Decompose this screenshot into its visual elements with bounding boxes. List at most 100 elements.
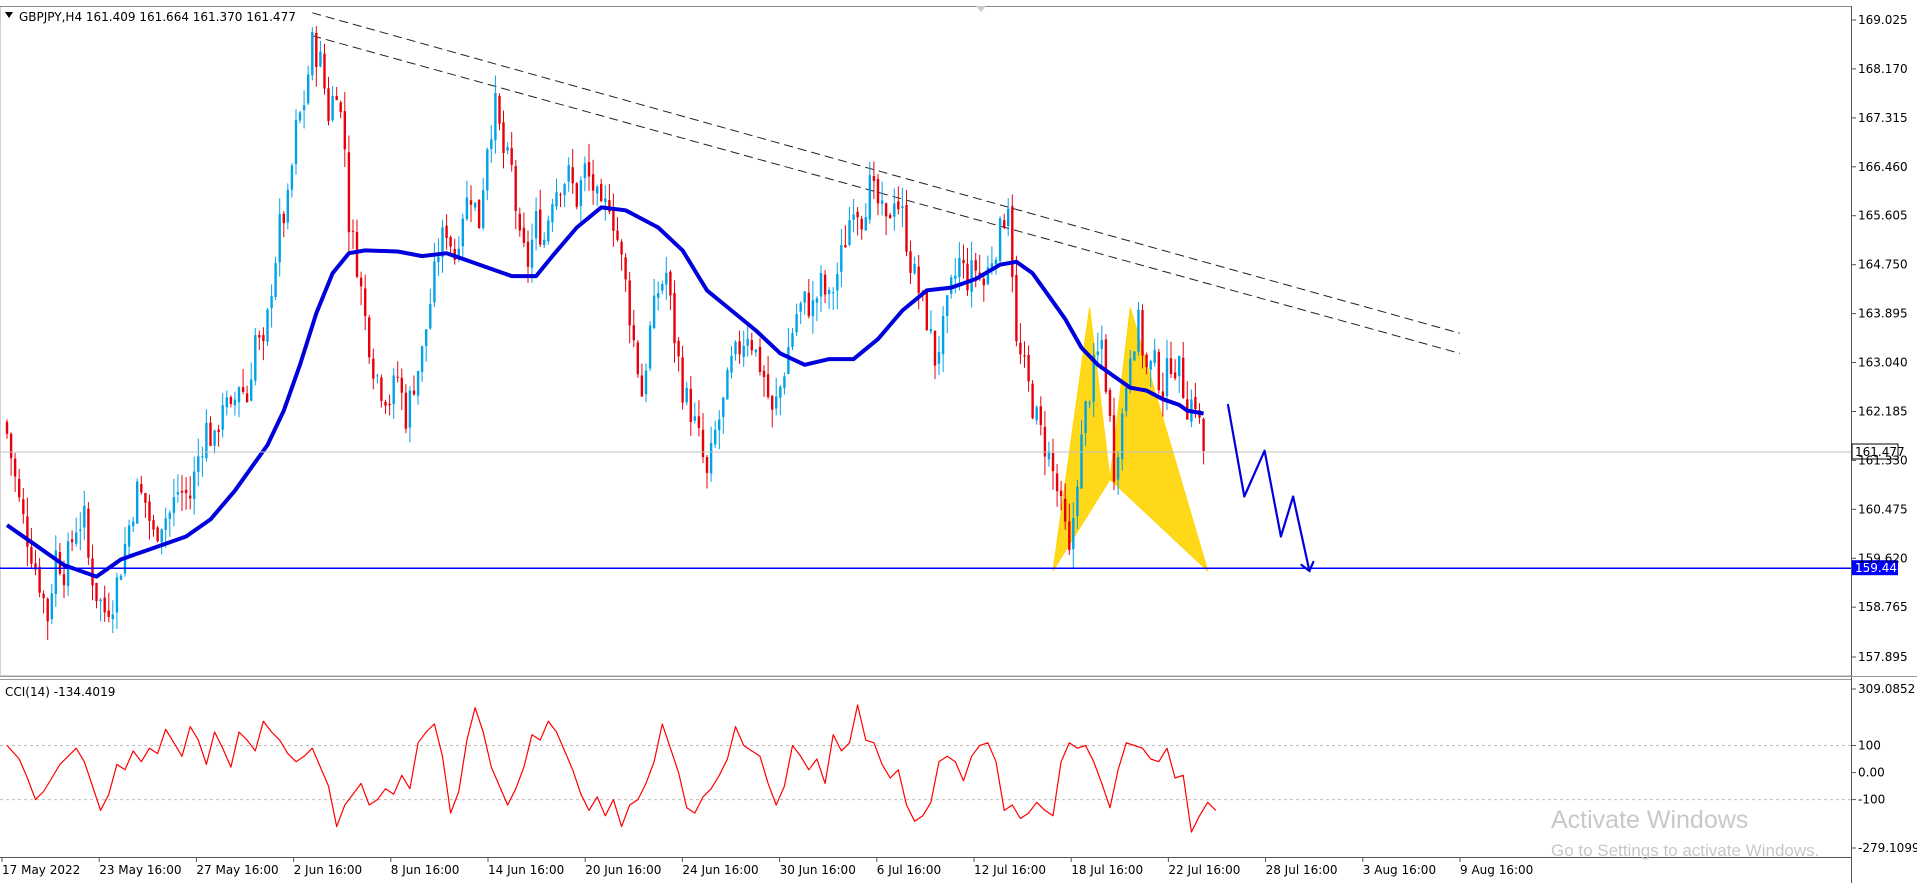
candle-body <box>1157 351 1160 391</box>
trendline-layer[interactable] <box>312 12 1461 354</box>
candle-body <box>95 582 98 602</box>
candle-body <box>396 376 399 378</box>
candle-body <box>54 550 57 594</box>
candle-body <box>868 175 871 220</box>
candle-body <box>136 481 139 524</box>
trendline-lower[interactable] <box>312 35 1461 354</box>
candle-body <box>473 202 477 208</box>
time-label: 3 Aug 16:00 <box>1363 863 1436 877</box>
candle-body <box>799 303 802 312</box>
candle-body <box>1202 418 1205 451</box>
candle-body <box>652 295 656 328</box>
projection-path[interactable] <box>1226 403 1311 572</box>
candle-body <box>1080 434 1083 489</box>
candle-body <box>1068 521 1071 550</box>
candle-body <box>1125 387 1128 411</box>
candle-body <box>559 194 562 196</box>
arrow-head-icon[interactable] <box>1300 560 1315 573</box>
candle-body <box>152 520 155 530</box>
time-label: 20 Jun 16:00 <box>585 863 661 877</box>
candle-body <box>34 563 37 570</box>
cci-scale-label: 100 <box>1858 739 1881 753</box>
candle-body <box>648 325 652 369</box>
candle-body <box>258 335 261 338</box>
candle-body <box>111 614 114 619</box>
candle-body <box>657 293 660 298</box>
candle-body <box>209 422 212 446</box>
candle-body <box>457 248 460 258</box>
candle-body <box>1194 397 1197 409</box>
candle-body <box>339 102 342 113</box>
candle-body <box>9 433 13 459</box>
candle-body <box>884 203 888 217</box>
candle-body <box>225 397 228 408</box>
candle-body <box>490 139 493 149</box>
time-label: 2 Jun 16:00 <box>294 863 363 877</box>
candle-body <box>905 204 908 252</box>
price-tick-label: 161.330 <box>1858 453 1908 467</box>
candle-body <box>1031 383 1034 419</box>
candle-body <box>547 220 550 242</box>
candle-body <box>502 122 505 153</box>
candle-body <box>1003 220 1006 228</box>
scroll-marker-icon[interactable] <box>976 6 986 12</box>
candle-body <box>156 527 159 542</box>
candle-body <box>1055 473 1059 492</box>
time-label: 6 Jul 16:00 <box>877 863 941 877</box>
candle-body <box>954 275 957 279</box>
candle-body <box>917 266 920 293</box>
candle-body <box>571 167 574 184</box>
time-label: 17 May 2022 <box>2 863 80 877</box>
candle-body <box>103 597 106 613</box>
candle-body <box>425 329 428 346</box>
candle-body <box>669 271 672 296</box>
candle-body <box>864 217 867 231</box>
candle-body <box>355 231 359 277</box>
support-price-tag <box>1852 560 1898 576</box>
candle-body <box>1047 451 1051 460</box>
candle-body <box>254 335 257 381</box>
time-label: 9 Aug 16:00 <box>1460 863 1533 877</box>
candle-body <box>30 547 33 564</box>
cci-layer <box>6 704 1217 833</box>
triangle-down-icon[interactable] <box>5 12 13 18</box>
candle-body <box>368 317 371 358</box>
time-label: 12 Jul 16:00 <box>974 863 1046 877</box>
candle-body <box>909 251 912 273</box>
candle-body <box>596 186 599 194</box>
candle-body <box>193 471 196 499</box>
current-price-label: 161.477 <box>1855 445 1905 459</box>
candle-body <box>966 263 969 291</box>
candle-body <box>229 397 233 404</box>
price-tick-label: 168.170 <box>1858 62 1908 76</box>
candle-body <box>221 405 224 430</box>
candle-body <box>705 457 709 473</box>
candle-body <box>746 338 749 346</box>
candle-body <box>974 260 977 271</box>
candle-body <box>946 295 949 317</box>
candle-body <box>176 492 180 495</box>
candle-body <box>970 260 973 293</box>
candle-body <box>1035 407 1038 421</box>
candle-body <box>811 300 815 317</box>
candle-body <box>1149 360 1152 370</box>
candle-body <box>1064 498 1067 522</box>
candle-body <box>697 416 701 428</box>
projection-layer[interactable] <box>1226 403 1315 573</box>
candle-body <box>1112 415 1116 482</box>
candle-body <box>1084 401 1087 434</box>
candle-body <box>205 422 208 459</box>
candle-body <box>359 277 363 287</box>
trendline-upper[interactable] <box>312 12 1461 334</box>
candle-body <box>144 493 147 503</box>
candle-body <box>115 577 119 613</box>
harmonic-triangle-right[interactable] <box>1109 307 1209 573</box>
candle-body <box>840 245 843 272</box>
price-level-layer[interactable]: 161.477 159.447 <box>0 443 1905 576</box>
candle-body <box>160 529 163 543</box>
candle-body <box>286 190 289 223</box>
candle-body <box>347 152 351 233</box>
candle-body <box>982 278 985 286</box>
candle-body <box>636 342 639 375</box>
activate-windows-title: Activate Windows <box>1551 806 1748 834</box>
